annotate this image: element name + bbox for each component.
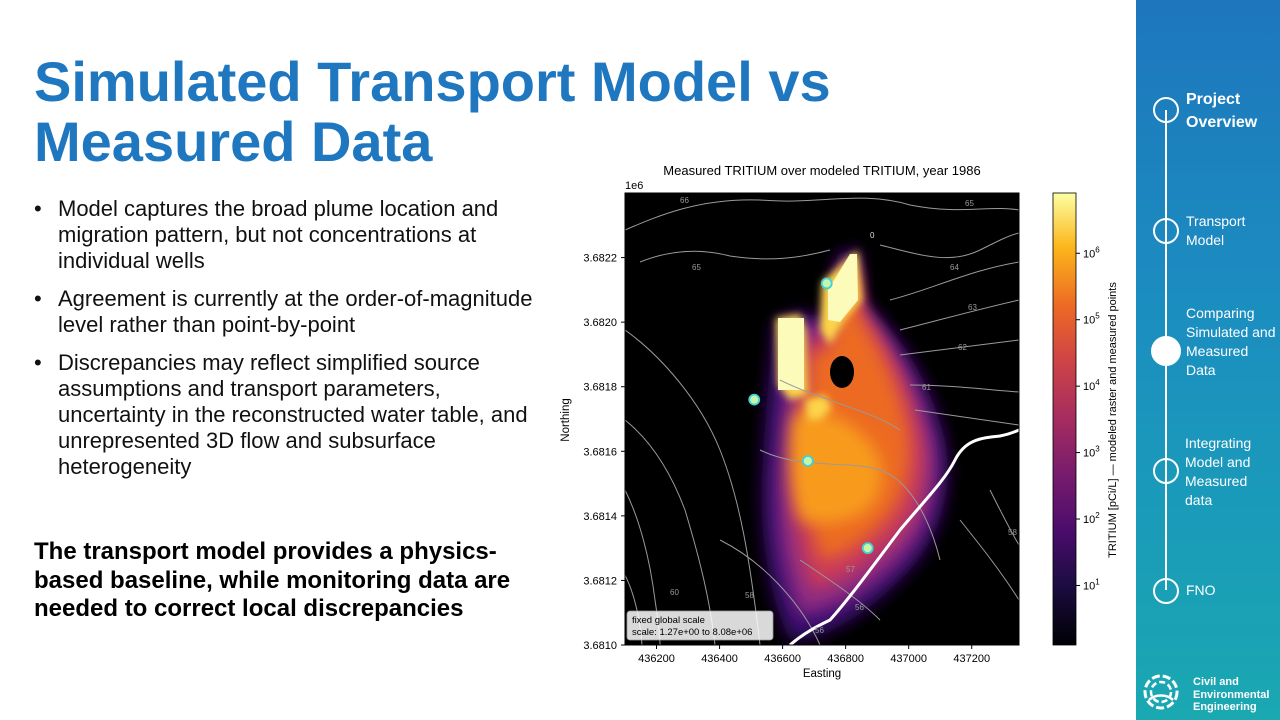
contour-label: 57 bbox=[846, 565, 855, 574]
measured-point bbox=[861, 542, 874, 555]
measured-point bbox=[801, 455, 814, 467]
colorbar-tick-label: 106 bbox=[1083, 245, 1100, 260]
contour-label: 64 bbox=[950, 263, 959, 272]
y-axis-label: Northing bbox=[560, 398, 572, 441]
y-tick-label: 3.6818 bbox=[583, 382, 617, 394]
tritium-map-chart: Measured TRITIUM over modeled TRITIUM, y… bbox=[560, 163, 1119, 680]
plot-area: 66 65 65 64 63 62 61 60 58 57 58 56 56 0… bbox=[625, 196, 1019, 645]
sidebar-item-project-overview[interactable]: Project Overview bbox=[1186, 91, 1258, 131]
contour-label: 56 bbox=[815, 626, 824, 635]
x-tick-label: 436400 bbox=[701, 653, 738, 665]
x-tick-label: 436800 bbox=[827, 653, 864, 665]
logo-text: Civil and Environmental Engineering bbox=[1193, 676, 1270, 713]
measured-point bbox=[748, 393, 761, 406]
slide-title: Simulated Transport Model vs Measured Da… bbox=[34, 50, 831, 173]
colorbar-ticks: 101 102 103 104 105 106 bbox=[1076, 245, 1100, 592]
contour-label: 56 bbox=[855, 603, 864, 612]
timeline-node-project-overview[interactable] bbox=[1153, 97, 1179, 123]
contour-label: 65 bbox=[692, 263, 701, 272]
x-tick-label: 437000 bbox=[890, 653, 927, 665]
sidebar-item-comparing-data[interactable]: Comparing Simulated and Measured Data bbox=[1186, 305, 1276, 378]
y-tick-label: 3.6822 bbox=[583, 253, 617, 265]
annotation-line-1: fixed global scale bbox=[632, 615, 705, 626]
measured-points bbox=[748, 277, 874, 555]
contour-label: 65 bbox=[965, 199, 974, 208]
colorbar bbox=[1052, 192, 1077, 646]
timeline-node-fno[interactable] bbox=[1153, 578, 1179, 604]
sidebar-item-integrating[interactable]: Integrating Model and Measured data bbox=[1185, 435, 1252, 508]
sidebar-item-transport-model[interactable]: Transport Model bbox=[1186, 213, 1246, 248]
bullet-item: Agreement is currently at the order-of-m… bbox=[32, 286, 552, 338]
contour-label: 58 bbox=[745, 591, 754, 600]
x-axis-label: Easting bbox=[803, 668, 841, 680]
bullet-item: Discrepancies may reflect simplified sou… bbox=[32, 350, 552, 480]
contour-label: 61 bbox=[922, 383, 931, 392]
contour-label: 63 bbox=[968, 303, 977, 312]
y-tick-label: 3.6814 bbox=[583, 511, 617, 523]
x-tick-label: 436200 bbox=[638, 653, 675, 665]
bullet-item: Model captures the broad plume location … bbox=[32, 196, 552, 274]
axes: 436200 436400 436600 436800 437000 437200 3.68… bbox=[583, 253, 990, 665]
colorbar-tick-label: 105 bbox=[1083, 312, 1100, 327]
timeline-node-transport-model[interactable] bbox=[1153, 218, 1179, 244]
colorbar-tick-label: 103 bbox=[1083, 445, 1100, 460]
y-offset-label: 1e6 bbox=[625, 180, 643, 192]
plume-gap bbox=[830, 356, 854, 388]
contour-label: 60 bbox=[670, 588, 679, 597]
annotation-line-2: scale: 1.27e+00 to 8.08e+06 bbox=[632, 627, 752, 638]
contour-label: 66 bbox=[680, 196, 689, 205]
annotation-box bbox=[626, 610, 774, 641]
plot-frame bbox=[624, 192, 1020, 646]
river-line bbox=[789, 428, 1019, 645]
measured-point bbox=[820, 277, 833, 290]
y-tick-label: 3.6816 bbox=[583, 446, 617, 458]
plume-raster bbox=[761, 248, 949, 640]
x-tick-label: 437200 bbox=[953, 653, 990, 665]
scale-annotation: fixed global scale scale: 1.27e+00 to 8.… bbox=[626, 610, 774, 641]
contour-labels: 66 65 65 64 63 62 61 60 58 57 58 56 56 0 bbox=[670, 196, 1017, 635]
x-tick-label: 436600 bbox=[764, 653, 801, 665]
sidebar-item-fno[interactable]: FNO bbox=[1186, 582, 1216, 598]
y-tick-label: 3.6810 bbox=[583, 640, 617, 652]
contour-lines bbox=[625, 197, 1019, 645]
y-tick-label: 3.6812 bbox=[583, 575, 617, 587]
university-logo-icon bbox=[1143, 674, 1179, 710]
timeline-node-comparing[interactable] bbox=[1151, 336, 1181, 366]
colorbar-label: TRITIUM [pCi/L] — modeled raster and mea… bbox=[1107, 282, 1119, 558]
bullet-list: Model captures the broad plume location … bbox=[32, 196, 552, 492]
colorbar-tick-label: 104 bbox=[1083, 378, 1100, 393]
conclusion-text: The transport model provides a physics-b… bbox=[34, 538, 511, 622]
colorbar-tick-label: 101 bbox=[1083, 577, 1100, 592]
y-tick-label: 3.6820 bbox=[583, 317, 617, 329]
contour-label: 58 bbox=[1008, 528, 1017, 537]
contour-label: 0 bbox=[870, 231, 875, 240]
source-zone-1 bbox=[778, 318, 804, 390]
source-zone-2 bbox=[828, 254, 858, 322]
timeline-node-integrating[interactable] bbox=[1153, 458, 1179, 484]
colorbar-tick-label: 102 bbox=[1083, 511, 1100, 526]
contour-label: 62 bbox=[958, 343, 967, 352]
chart-title: Measured TRITIUM over modeled TRITIUM, y… bbox=[663, 163, 980, 178]
